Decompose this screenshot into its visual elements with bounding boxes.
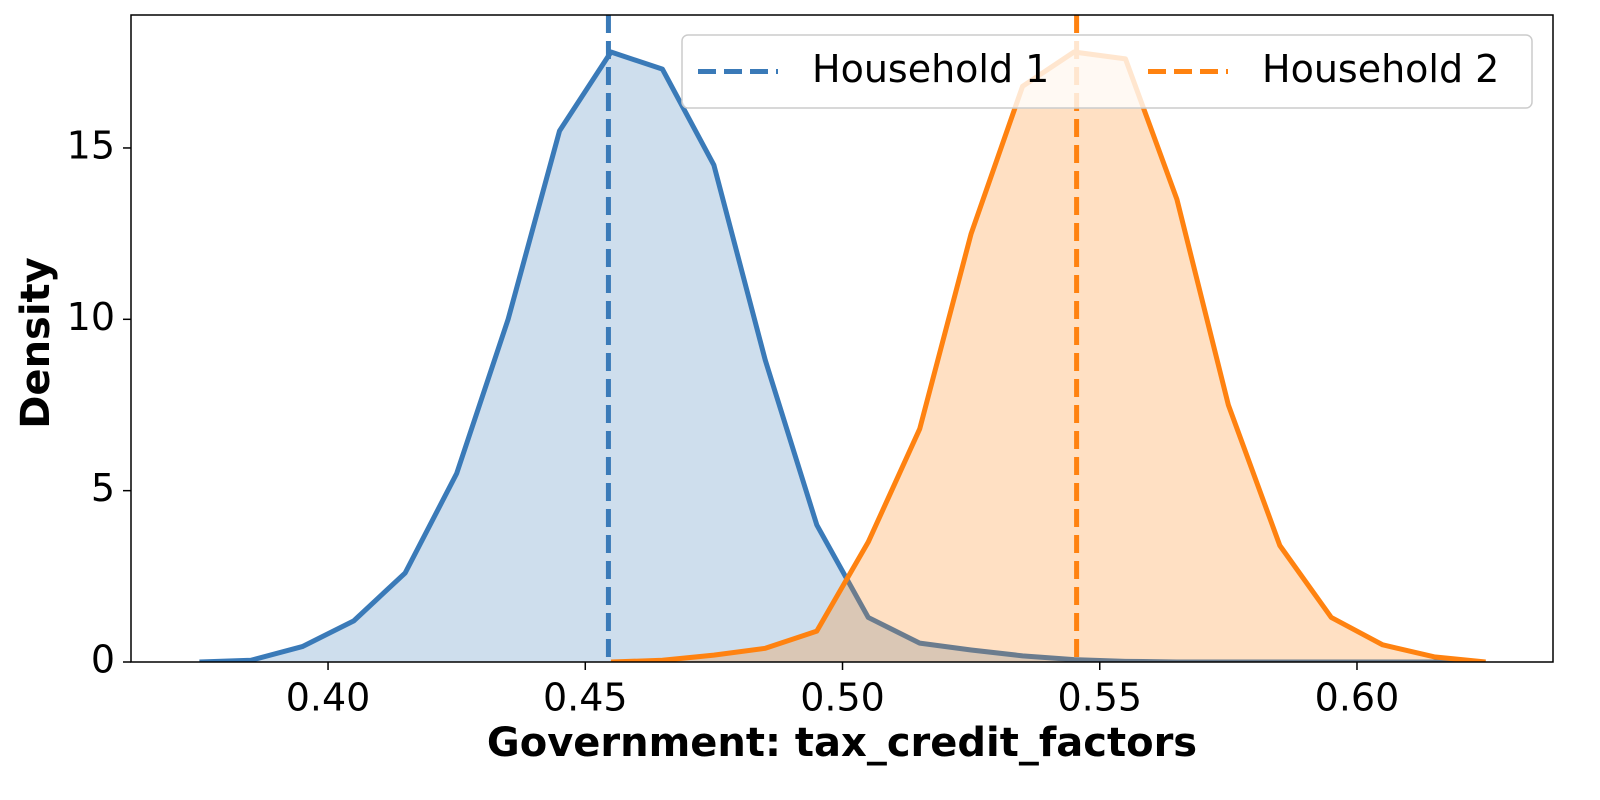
x-tick-label: 0.40 [286,676,371,720]
legend-label: Household 2 [1262,47,1499,91]
y-tick-label: 15 [67,123,115,167]
x-tick-label: 0.45 [543,676,628,720]
y-tick-label: 10 [67,295,115,339]
y-axis-label: Density [13,257,59,429]
plot-frame [130,14,1554,663]
x-tick-label: 0.60 [1315,676,1400,720]
density-area [611,52,1486,662]
legend: Household 1 Household 2 [681,34,1533,109]
x-tick-label: 0.50 [800,676,885,720]
x-axis-label: Government: tax_credit_factors [487,720,1197,766]
y-tick-label: 5 [91,466,115,510]
y-tick-label: 0 [91,638,115,682]
legend-box [681,34,1533,109]
density-line [199,49,1486,662]
x-tick-label: 0.55 [1057,676,1142,720]
legend-label: Household 1 [812,47,1049,91]
density-area [199,52,1486,662]
